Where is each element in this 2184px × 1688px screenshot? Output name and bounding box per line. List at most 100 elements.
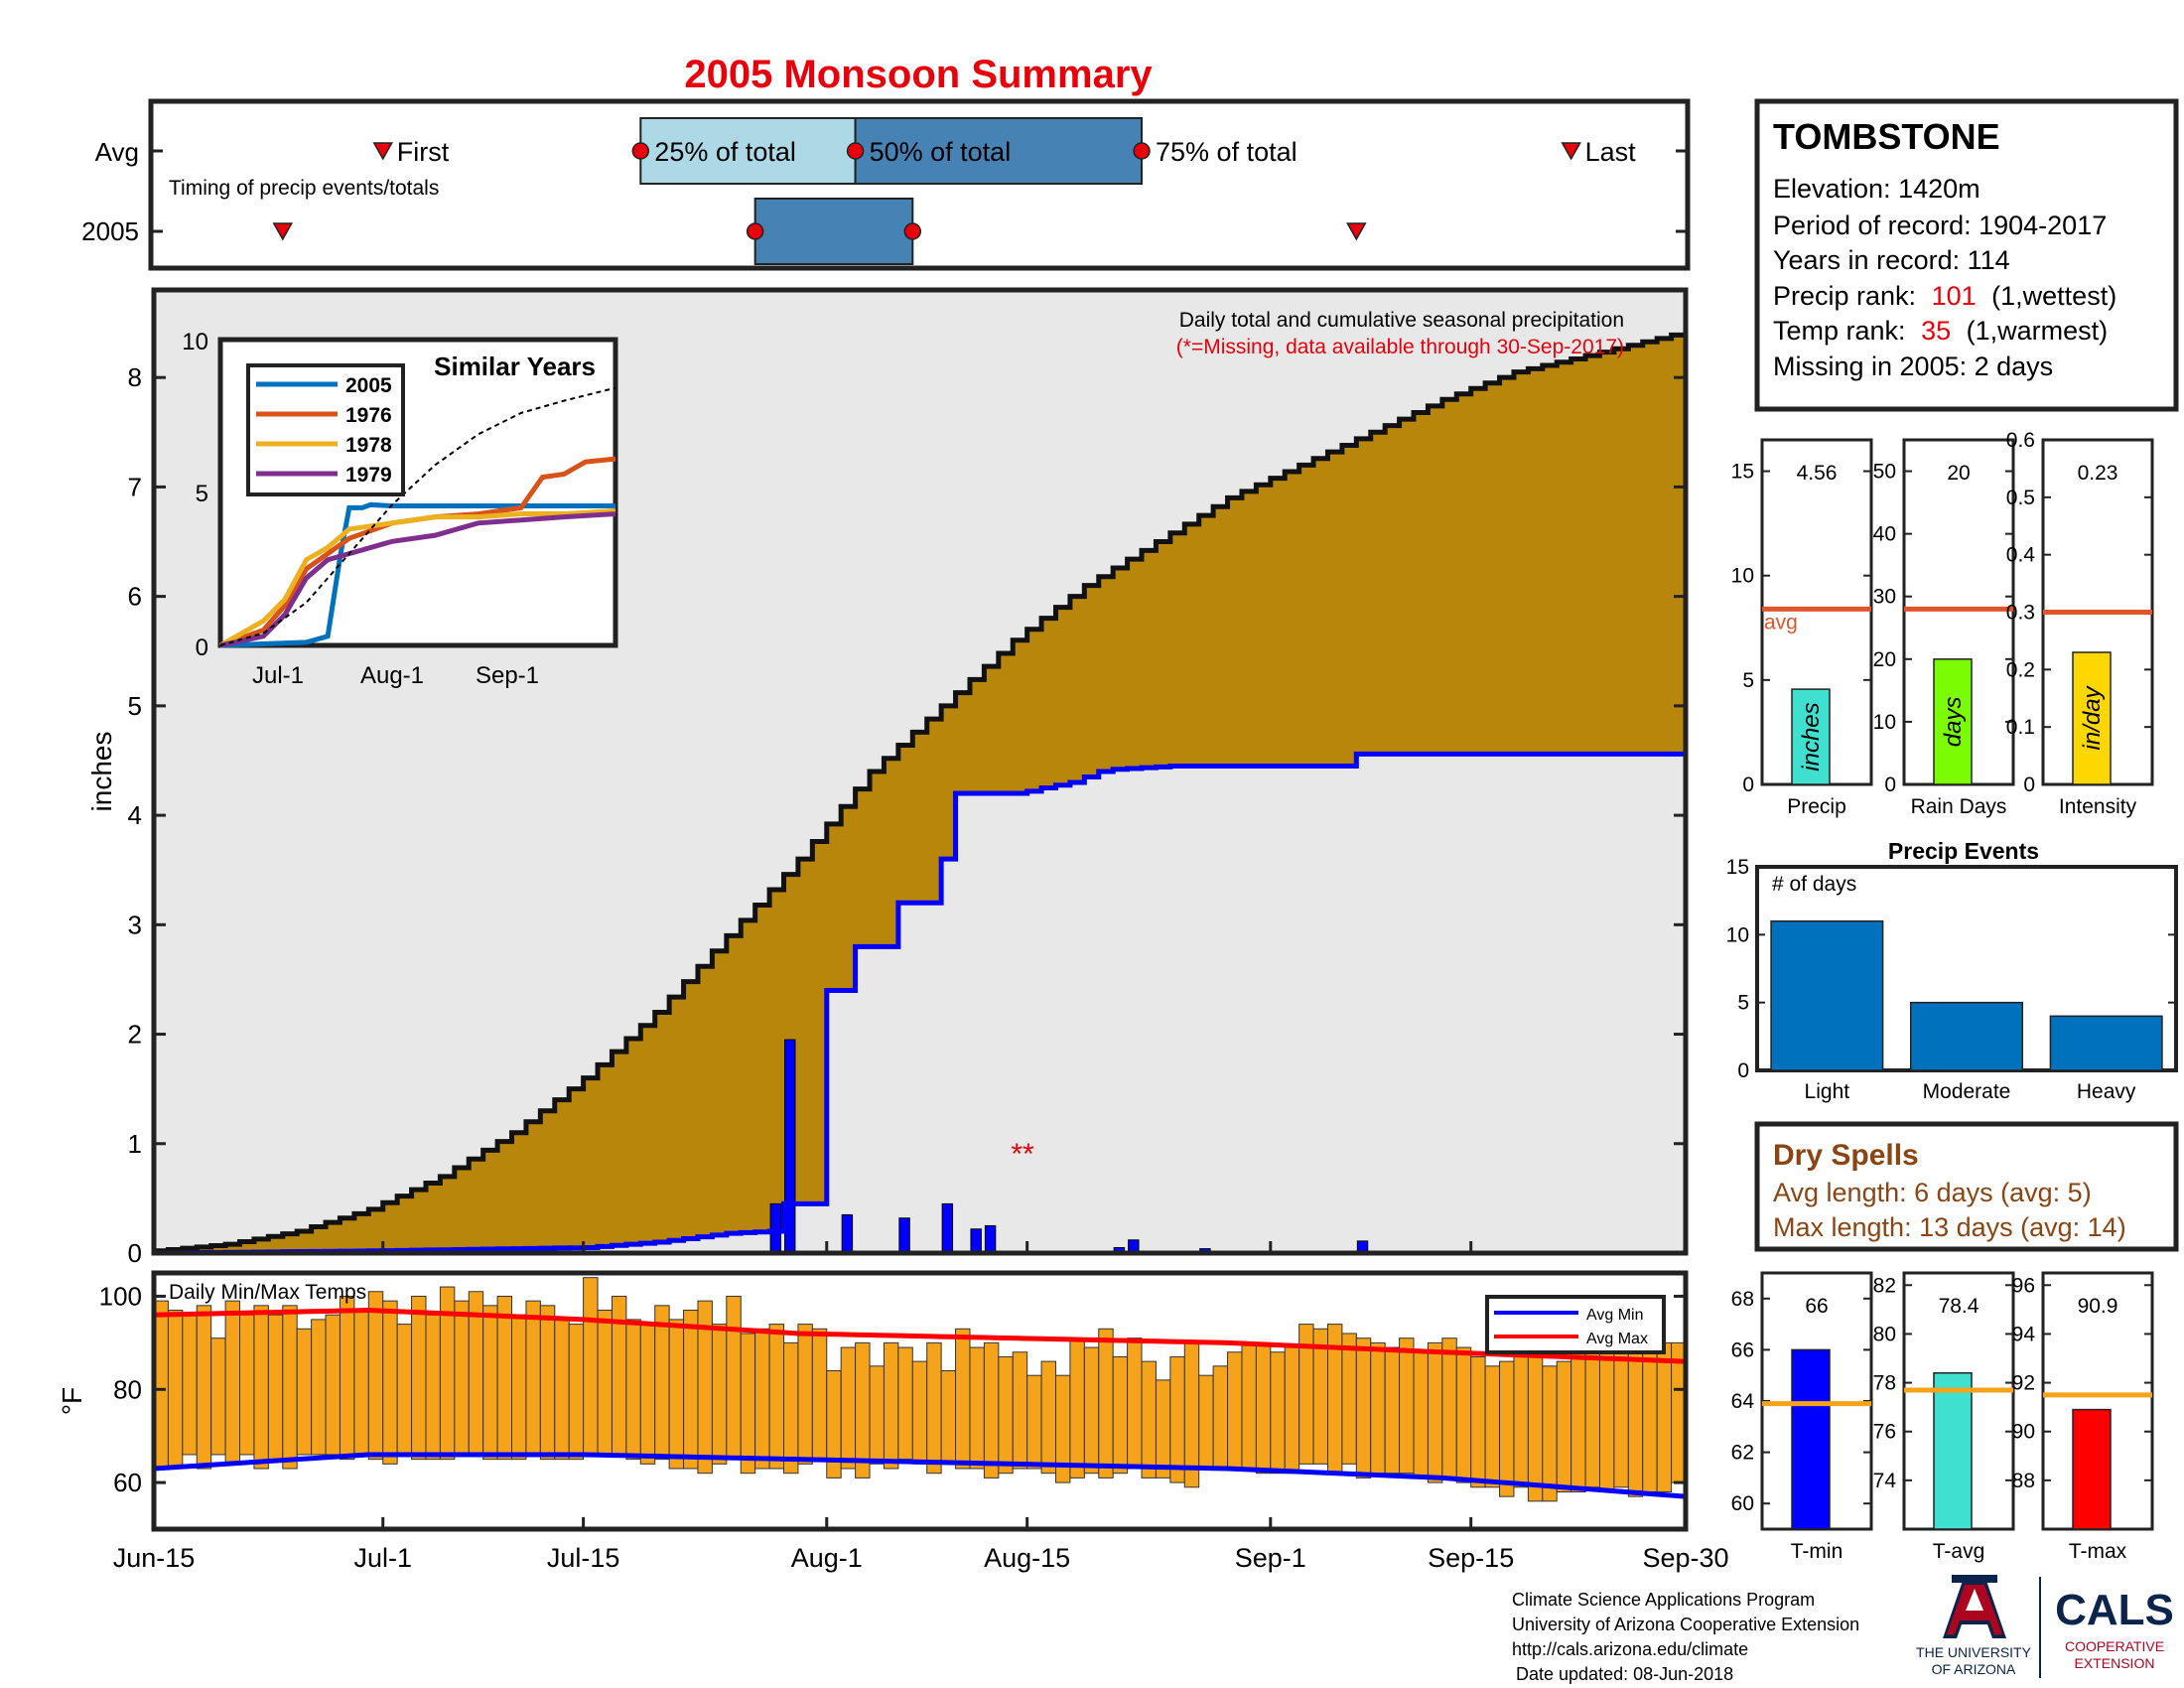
- mini-panel-avg-label: avg: [1764, 611, 1798, 633]
- temp-range-bar: [282, 1305, 298, 1470]
- mini-panel-bar: [1791, 688, 1831, 785]
- temp-range-bar: [1169, 1355, 1185, 1483]
- mini-panel-label: Intensity: [2059, 795, 2137, 818]
- inset-ytick-0: 0: [196, 634, 208, 661]
- temp-range-bar: [1399, 1337, 1415, 1475]
- temp-range-bar: [267, 1314, 284, 1461]
- station-precip-rank: Precip rank: 101 (1,wettest): [1773, 281, 2116, 311]
- main-note-line1: Daily total and cumulative seasonal prec…: [1179, 309, 1624, 332]
- events-title: Precip Events: [1888, 838, 2039, 864]
- temp-range-bar: [1470, 1355, 1486, 1488]
- temp-range-bar: [1556, 1360, 1572, 1492]
- mini-tick-label: 0.2: [2006, 658, 2035, 681]
- temps-legend-avg-max: Avg Max: [1586, 1331, 1648, 1347]
- timing-avg-p50-dot: [846, 142, 865, 160]
- inset-ytick-10: 10: [182, 329, 208, 355]
- main-ytick-label: 8: [128, 362, 142, 392]
- mini-panel-label: T-max: [2069, 1540, 2127, 1563]
- ua-logo-line1: THE UNIVERSITY: [1916, 1644, 2032, 1660]
- temp-range-bar: [754, 1328, 770, 1470]
- temp-range-bar: [1270, 1351, 1286, 1475]
- cals-coop-line1: COOPERATIVE: [2065, 1638, 2164, 1654]
- precip-rank-value: 101: [1932, 281, 1977, 311]
- temp-range-bar: [1370, 1341, 1386, 1475]
- events-bar-heavy: [2049, 1015, 2163, 1071]
- temp-range-bar: [1484, 1365, 1501, 1488]
- temp-ytick-label: 100: [99, 1281, 142, 1311]
- temp-range-bar: [396, 1324, 413, 1456]
- inset-xtick-sep1: Sep-1: [476, 662, 539, 689]
- mini-panel-label: T-avg: [1933, 1540, 1985, 1563]
- date-tick-label: Jul-1: [353, 1543, 412, 1573]
- mini-panel-label: Rain Days: [1911, 795, 2007, 818]
- footer: Climate Science Applications Program Uni…: [1512, 1590, 1859, 1684]
- temp-range-bar: [926, 1341, 942, 1475]
- timing-avg-p25-dot: [631, 142, 650, 160]
- mini-tick-label: 5: [1742, 669, 1754, 692]
- mini-tick-label: 0: [1742, 774, 1754, 796]
- mini-panel-value: 78.4: [1939, 1295, 1979, 1318]
- figure-title: 2005 Monsoon Summary: [684, 53, 1153, 96]
- temp-range-bar: [969, 1346, 985, 1470]
- timing-row-label-2005: 2005: [81, 216, 139, 246]
- temp-range-bar: [367, 1291, 384, 1461]
- inset-legend-2005: 2005: [345, 374, 392, 397]
- mini-panel-value: 20: [1947, 462, 1970, 485]
- mini-panel-t-min: 60 62 64 66 68 66 T-min: [1731, 1271, 1873, 1563]
- inset-xtick-aug1: Aug-1: [360, 662, 424, 689]
- station-name: TOMBSTONE: [1773, 116, 2000, 157]
- events-tick-label: 0: [1737, 1059, 1749, 1082]
- temp-range-bar: [224, 1300, 241, 1465]
- temp-range-bar: [1026, 1374, 1042, 1470]
- cals-logo-text: CALS: [2055, 1586, 2174, 1634]
- temp-range-bar: [482, 1305, 498, 1461]
- temp-range-bar: [840, 1346, 857, 1470]
- temp-range-bar: [740, 1333, 756, 1475]
- mini-panel-precip: 0 5 10 15 4.56 Precip inches avg: [1731, 438, 1873, 818]
- timing-p75-label: 75% of total: [1156, 137, 1297, 167]
- temp-range-bar: [1212, 1365, 1229, 1470]
- mini-tick-label: 20: [1873, 648, 1896, 671]
- temp-range-bar: [911, 1360, 928, 1465]
- temp-range-bar: [1069, 1337, 1085, 1478]
- mini-panel-value: 90.9: [2078, 1295, 2118, 1318]
- temp-range-bar: [1427, 1341, 1443, 1483]
- mini-tick-label: 50: [1873, 461, 1896, 484]
- events-category-label: Light: [1805, 1080, 1850, 1103]
- temp-range-bar: [167, 1310, 184, 1470]
- daily-temps-chart: Daily Min/Max Temps °F 60 80 100 Avg Min A…: [57, 1270, 1689, 1532]
- mini-panel-label: T-min: [1791, 1540, 1843, 1563]
- main-precip-chart: 0 1 2 3 4 5 6 7 8 inches Daily total and cumulat…: [86, 287, 1689, 1268]
- timing-p25-label: 25% of total: [654, 137, 796, 167]
- dry-spells-title: Dry Spells: [1773, 1139, 1919, 1172]
- temp-range-bar: [683, 1310, 699, 1470]
- temp-range-bar: [1012, 1351, 1028, 1470]
- daily-precip-bar: [970, 1228, 982, 1254]
- mini-tick-label: 96: [2012, 1274, 2035, 1297]
- temp-range-bar: [411, 1295, 427, 1461]
- temp-range-bar: [654, 1305, 670, 1461]
- dry-spells-max: Max length: 13 days (avg: 14): [1773, 1212, 2126, 1242]
- events-category-label: Heavy: [2077, 1080, 2136, 1103]
- ua-logo-line2: OF ARIZONA: [1932, 1661, 2016, 1677]
- station-temp-rank: Temp rank: 35 (1,warmest): [1773, 316, 2108, 346]
- mini-tick-label: 62: [1731, 1442, 1754, 1465]
- date-axis: Jun-15 Jul-1 Jul-15 Aug-1 Aug-15 Sep-1 Sep-15 S…: [113, 1543, 1729, 1573]
- avg-cumulative-line: [154, 331, 1689, 1254]
- inset-legend-1976: 1976: [345, 404, 392, 427]
- main-ytick-label: 7: [128, 472, 142, 501]
- temp-range-bar: [726, 1295, 742, 1461]
- mini-tick-label: 90: [2012, 1421, 2035, 1444]
- mini-panel-unit: days: [1940, 697, 1967, 748]
- mini-panel-bar: [1791, 1348, 1831, 1530]
- mini-tick-label: 40: [1873, 523, 1896, 546]
- mini-tick-label: 94: [2012, 1323, 2036, 1345]
- mini-tick-label: 0.5: [2006, 487, 2035, 509]
- mini-panel-intensity: 0 0.1 0.2 0.3 0.4 0.5 0.6 0.23 Intensity in/day: [2006, 429, 2154, 818]
- station-years: Years in record: 114: [1773, 245, 2010, 275]
- temp-range-bar: [1112, 1355, 1129, 1475]
- temp-range-bar: [583, 1277, 599, 1456]
- footer-line1: Climate Science Applications Program: [1512, 1590, 1815, 1610]
- temp-range-bar: [196, 1305, 212, 1470]
